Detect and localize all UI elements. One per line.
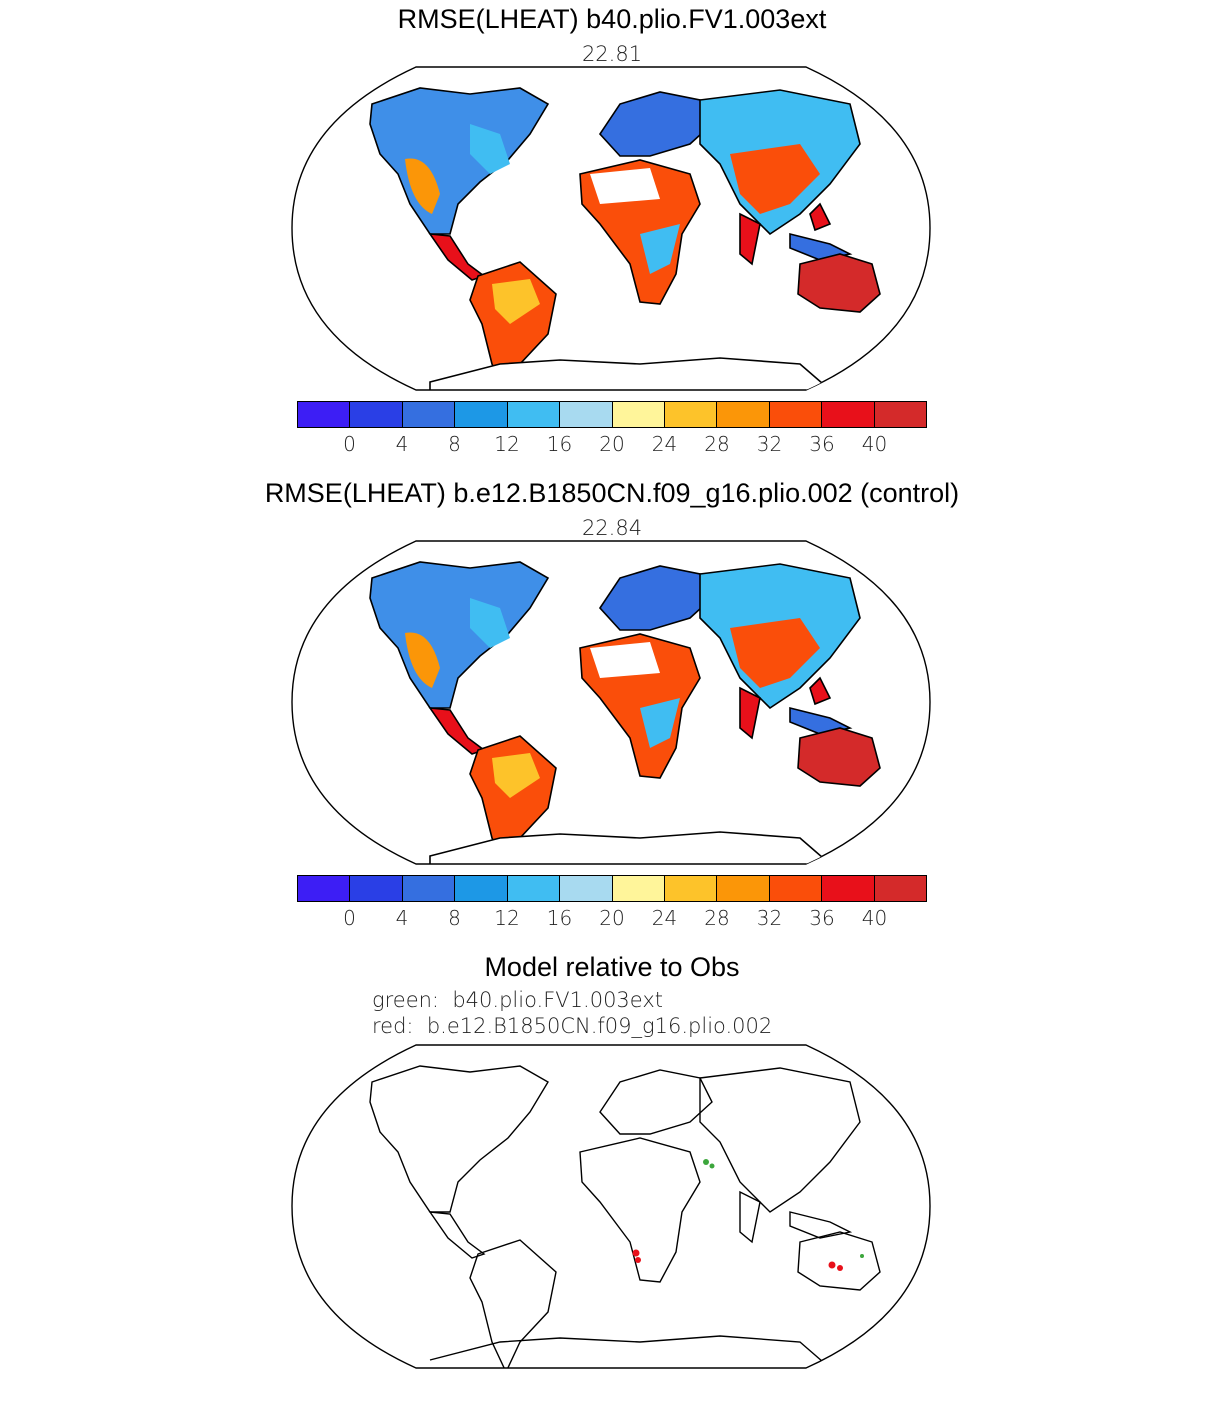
legend-green-line: green: b40.plio.FV1.003ext [372, 988, 664, 1012]
coast-australia [797, 1231, 881, 1291]
marker-red [837, 1265, 843, 1271]
colorbar-swatch [612, 876, 665, 901]
panel1-map [291, 66, 931, 391]
panel1-title: RMSE(LHEAT) b40.plio.FV1.003ext [397, 4, 827, 34]
colorbar-swatch [664, 402, 718, 427]
colorbar-tick-label: 24 [651, 906, 678, 930]
panel1-rmse-value: 22.81 [581, 42, 643, 66]
panel2-rmse-value: 22.84 [581, 516, 643, 540]
coast-antarctica [429, 1335, 831, 1368]
colorbar-tick-label: 24 [651, 432, 678, 456]
colorbar-tick-label: 16 [546, 906, 573, 930]
marker-green [860, 1254, 864, 1258]
colorbar-tick-label: 36 [809, 432, 835, 456]
colorbar-tick-label: 32 [756, 432, 783, 456]
colorbar-swatch [455, 402, 508, 427]
colorbar-swatch [769, 402, 823, 427]
colorbar-tick-label: 8 [448, 432, 461, 456]
colorbar-tick-label: 28 [704, 432, 730, 456]
panel2-colorbar [297, 875, 927, 902]
panel3-title: Model relative to Obs [484, 952, 740, 982]
coast-south-america [469, 1239, 557, 1368]
panel2-title: RMSE(LHEAT) b.e12.B1850CN.f09_g16.plio.0… [264, 478, 960, 508]
colorbar-swatch [402, 402, 456, 427]
colorbar-swatch [769, 876, 823, 901]
panel2-colorbar-ticks: 0 4 8 12 16 20 24 28 32 36 40 [297, 906, 927, 930]
colorbar-swatch [350, 876, 403, 901]
colorbar-tick-label: 0 [343, 906, 356, 930]
colorbar-tick-label: 40 [861, 906, 888, 930]
colorbar-swatch [560, 402, 613, 427]
coast-asia [699, 1067, 861, 1213]
colorbar-swatch [664, 876, 718, 901]
continent-north-america [369, 87, 550, 235]
colorbar-swatch [507, 876, 561, 901]
colorbar-swatch [560, 876, 613, 901]
panel3-map [291, 1044, 931, 1369]
panel1-colorbar [297, 401, 927, 428]
colorbar-tick-label: 20 [599, 432, 625, 456]
coast-africa [579, 1137, 701, 1283]
colorbar-swatch [402, 876, 456, 901]
colorbar-tick-label: 36 [809, 906, 835, 930]
colorbar-tick-label: 20 [599, 906, 625, 930]
coast-europe [599, 1069, 713, 1135]
continent-north-america [369, 561, 550, 709]
colorbar-tick-label: 16 [546, 432, 573, 456]
colorbar-swatch [298, 876, 351, 901]
colorbar-swatch [822, 402, 875, 427]
coast-north-america [369, 1065, 549, 1213]
colorbar-swatch [507, 402, 561, 427]
colorbar-swatch [717, 402, 770, 427]
colorbar-swatch [350, 402, 403, 427]
colorbar-tick-label: 40 [861, 432, 888, 456]
colorbar-tick-label: 12 [494, 906, 520, 930]
colorbar-tick-label: 4 [395, 906, 409, 930]
colorbar-swatch [612, 402, 665, 427]
globe-outline [291, 1044, 931, 1369]
colorbar-tick-label: 12 [494, 432, 520, 456]
marker-green [709, 1163, 715, 1169]
continent-australia [797, 727, 881, 787]
marker-red [632, 1249, 640, 1257]
colorbar-tick-label: 32 [756, 906, 783, 930]
colorbar-tick-label: 0 [343, 432, 356, 456]
colorbar-tick-label: 28 [704, 906, 730, 930]
panel1-colorbar-ticks: 0 4 8 12 16 20 24 28 32 36 40 [297, 432, 927, 456]
marker-red [828, 1261, 836, 1269]
coast-central-america [428, 1211, 486, 1259]
legend-red-line: red: b.e12.B1850CN.f09_g16.plio.002 [372, 1014, 773, 1038]
colorbar-swatch [822, 876, 875, 901]
continent-antarctica [429, 831, 833, 864]
continent-australia [797, 253, 881, 313]
panel2-map [291, 540, 931, 865]
colorbar-swatch [874, 876, 927, 901]
marker-green [703, 1159, 709, 1165]
colorbar-swatch [874, 402, 927, 427]
continent-antarctica [429, 357, 833, 390]
colorbar-tick-label: 4 [395, 432, 409, 456]
colorbar-tick-label: 8 [448, 906, 461, 930]
colorbar-swatch [717, 876, 770, 901]
colorbar-swatch [298, 402, 351, 427]
colorbar-swatch [455, 876, 508, 901]
marker-red [635, 1257, 641, 1263]
